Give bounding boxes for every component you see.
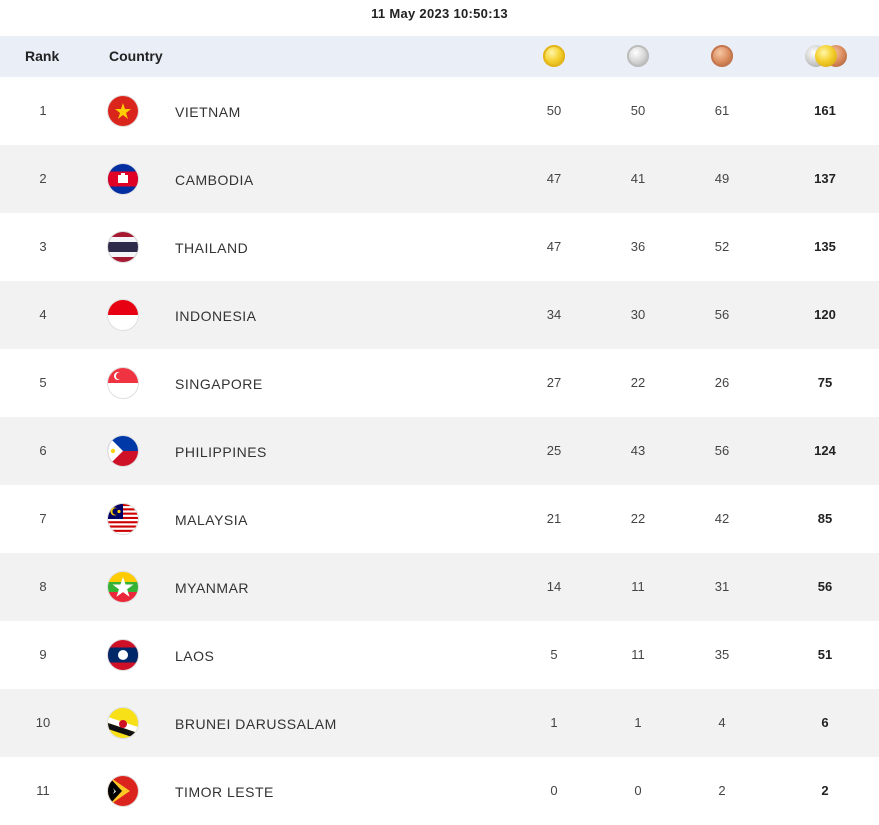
timor-leste-flag-icon	[108, 776, 138, 806]
silver-count: 22	[630, 375, 646, 390]
silver-count: 36	[630, 239, 646, 254]
total-count: 137	[814, 171, 836, 186]
bronze-count: 56	[714, 443, 730, 458]
table-row[interactable]: 2 CAMBODIA 47 41 49 137	[0, 145, 879, 213]
bronze-medal-icon[interactable]	[711, 45, 733, 67]
silver-count: 41	[630, 171, 646, 186]
laos-flag-icon	[108, 640, 138, 670]
rank-cell: 10	[35, 715, 51, 730]
gold-medal-icon[interactable]	[543, 45, 565, 67]
table-row[interactable]: 1 VIETNAM 50 50 61 161	[0, 77, 879, 145]
country-name[interactable]: SINGAPORE	[175, 376, 263, 392]
rank-cell: 6	[39, 443, 47, 458]
bronze-count: 35	[714, 647, 730, 662]
silver-count: 11	[631, 579, 645, 594]
country-name[interactable]: MYANMAR	[175, 580, 250, 596]
silver-medal-icon[interactable]	[627, 45, 649, 67]
gold-count: 50	[546, 103, 562, 118]
philippines-flag-icon	[108, 436, 138, 466]
table-row[interactable]: 10 BRUNEI DARUSSALAM 1 1 4 6	[0, 689, 879, 757]
country-name[interactable]: VIETNAM	[175, 104, 241, 120]
country-name[interactable]: TIMOR LESTE	[175, 784, 274, 800]
table-row[interactable]: 11 TIMOR LESTE 0 0 2 2	[0, 757, 879, 825]
rank-cell: 8	[39, 579, 47, 594]
bronze-count: 4	[718, 715, 726, 730]
brunei-flag-icon	[108, 708, 138, 738]
table-header: Rank Country	[0, 36, 879, 77]
silver-count: 11	[631, 647, 645, 662]
country-name[interactable]: THAILAND	[175, 240, 249, 256]
timestamp: 11 May 2023 10:50:13	[371, 6, 508, 21]
total-count: 124	[814, 443, 836, 458]
silver-count: 30	[630, 307, 646, 322]
gold-count: 0	[550, 783, 558, 798]
gold-count: 21	[546, 511, 562, 526]
total-count: 6	[821, 715, 829, 730]
bronze-count: 26	[714, 375, 730, 390]
total-count: 2	[821, 783, 829, 798]
rank-cell: 5	[39, 375, 47, 390]
total-count: 161	[814, 103, 836, 118]
silver-count: 43	[630, 443, 646, 458]
table-row[interactable]: 3 THAILAND 47 36 52 135	[0, 213, 879, 281]
country-name[interactable]: INDONESIA	[175, 308, 257, 324]
table-row[interactable]: 5 SINGAPORE 27 22 26 75	[0, 349, 879, 417]
total-medals-icon[interactable]	[805, 45, 847, 67]
thailand-flag-icon	[108, 232, 138, 262]
bronze-count: 61	[714, 103, 730, 118]
rank-cell: 1	[39, 103, 47, 118]
indonesia-flag-icon	[108, 300, 138, 330]
table-row[interactable]: 9 LAOS 5 11 35 51	[0, 621, 879, 689]
gold-count: 34	[546, 307, 562, 322]
gold-count: 25	[546, 443, 562, 458]
vietnam-flag-icon	[108, 96, 138, 126]
silver-count: 22	[630, 511, 646, 526]
table-row[interactable]: 8 MYANMAR 14 11 31 56	[0, 553, 879, 621]
bronze-count: 52	[714, 239, 730, 254]
country-name[interactable]: LAOS	[175, 648, 215, 664]
rank-cell: 9	[39, 647, 47, 662]
rank-cell: 3	[39, 239, 47, 254]
rank-cell: 4	[39, 307, 47, 322]
gold-count: 47	[546, 239, 562, 254]
country-name[interactable]: MALAYSIA	[175, 512, 248, 528]
silver-count: 50	[630, 103, 646, 118]
bronze-count: 56	[714, 307, 730, 322]
bronze-count: 42	[714, 511, 730, 526]
rank-cell: 7	[39, 511, 47, 526]
rank-cell: 2	[39, 171, 47, 186]
total-count: 75	[817, 375, 833, 390]
table-row[interactable]: 6 PHILIPPINES 25 43 56 124	[0, 417, 879, 485]
medal-table-body: 1 VIETNAM 50 50 61 161 2 CAMBODIA 47 41 49 137 3 THAI…	[0, 77, 879, 825]
total-count: 56	[817, 579, 833, 594]
gold-count: 1	[550, 715, 558, 730]
myanmar-flag-icon	[108, 572, 138, 602]
bronze-count: 2	[718, 783, 726, 798]
rank-cell: 11	[36, 783, 50, 798]
total-count: 85	[817, 511, 833, 526]
malaysia-flag-icon	[108, 504, 138, 534]
country-name[interactable]: PHILIPPINES	[175, 444, 267, 460]
bronze-count: 31	[714, 579, 730, 594]
silver-count: 0	[634, 783, 642, 798]
country-column-header[interactable]: Country	[109, 48, 163, 64]
cambodia-flag-icon	[108, 164, 138, 194]
gold-count: 27	[546, 375, 562, 390]
gold-count: 47	[546, 171, 562, 186]
gold-count: 14	[546, 579, 562, 594]
total-count: 135	[814, 239, 836, 254]
table-row[interactable]: 4 INDONESIA 34 30 56 120	[0, 281, 879, 349]
total-count: 51	[817, 647, 833, 662]
table-row[interactable]: 7 MALAYSIA 21 22 42 85	[0, 485, 879, 553]
country-name[interactable]: BRUNEI DARUSSALAM	[175, 716, 337, 732]
rank-column-header[interactable]: Rank	[25, 48, 60, 64]
country-name[interactable]: CAMBODIA	[175, 172, 254, 188]
bronze-count: 49	[714, 171, 730, 186]
gold-count: 5	[550, 647, 558, 662]
silver-count: 1	[634, 715, 642, 730]
singapore-flag-icon	[108, 368, 138, 398]
total-count: 120	[814, 307, 836, 322]
